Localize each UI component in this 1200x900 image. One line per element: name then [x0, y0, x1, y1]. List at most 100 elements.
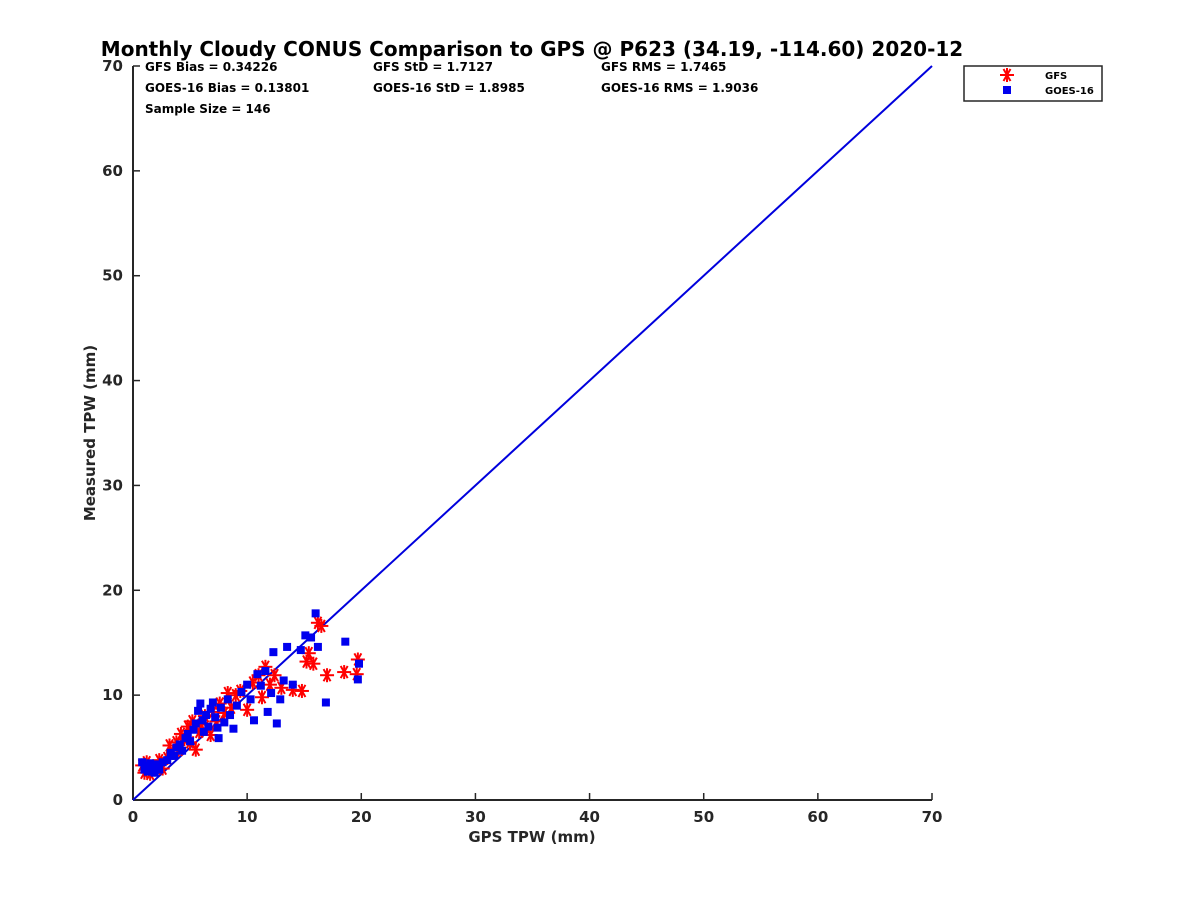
goes16-point — [229, 724, 238, 733]
gfs-point — [240, 702, 255, 717]
gfs-point — [314, 618, 329, 633]
goes16-point — [208, 698, 217, 707]
legend-gfs-asterisk — [1000, 68, 1014, 82]
x-axis-label: GPS TPW (mm) — [468, 828, 595, 846]
goes16-point — [301, 631, 310, 640]
goes16-point — [204, 722, 213, 731]
y-tick-label: 40 — [102, 372, 123, 390]
y-tick-label: 20 — [102, 581, 123, 599]
goes16-point — [355, 659, 364, 668]
y-tick-label: 30 — [102, 476, 123, 494]
goes16-point — [321, 698, 330, 707]
y-axis-ticks: 0 10 20 30 40 50 60 70 — [102, 57, 140, 809]
legend-gfs-marker — [1000, 68, 1014, 82]
x-axis-ticks: 0 10 20 30 40 50 60 70 — [128, 793, 943, 826]
goes16-point — [272, 719, 281, 728]
x-tick-label: 40 — [579, 808, 600, 826]
statistics-box: GFS Bias = 0.34226 GFS StD = 1.7127 GFS … — [145, 60, 758, 116]
gfs-point — [254, 690, 269, 705]
gfs-point — [306, 656, 321, 671]
goes16-point — [307, 633, 316, 642]
goes16-point — [189, 725, 198, 734]
gfs-point — [337, 665, 352, 680]
gfs-point — [267, 668, 282, 683]
goes16-point — [150, 768, 159, 777]
goes16-point — [249, 716, 258, 725]
goes16-point — [214, 734, 223, 743]
goes16-point — [237, 687, 246, 696]
goes16-point — [243, 680, 252, 689]
plot-area: 0 10 20 30 40 50 60 70 0 10 20 30 40 50 60 70 — [102, 57, 942, 826]
y-tick-label: 0 — [113, 791, 123, 809]
goes16-point — [148, 764, 157, 773]
x-tick-label: 20 — [351, 808, 372, 826]
goes16-std: GOES-16 StD = 1.8985 — [373, 81, 525, 95]
x-tick-label: 0 — [128, 808, 138, 826]
legend-goes16-label: GOES-16 — [1045, 86, 1094, 97]
x-tick-label: 50 — [693, 808, 714, 826]
goes16-point — [186, 737, 195, 746]
goes16-point — [269, 648, 278, 657]
goes16-point — [199, 727, 208, 736]
goes16-point — [253, 670, 262, 679]
goes16-point — [220, 718, 229, 727]
goes16-point — [232, 701, 241, 710]
goes16-point — [183, 729, 192, 738]
goes16-series — [138, 609, 364, 777]
goes16-point — [163, 756, 172, 765]
goes16-point — [202, 711, 211, 720]
legend-box — [963, 65, 1103, 102]
goes16-point — [288, 680, 297, 689]
goes16-point — [194, 706, 203, 715]
y-tick-label: 70 — [102, 57, 123, 75]
goes16-point — [296, 646, 305, 655]
goes16-point — [181, 734, 190, 743]
goes16-point — [155, 765, 164, 774]
x-tick-label: 60 — [807, 808, 828, 826]
gfs-std: GFS StD = 1.7127 — [373, 60, 493, 74]
goes16-point — [223, 695, 232, 704]
goes16-point — [313, 642, 322, 651]
goes16-bias: GOES-16 Bias = 0.13801 — [145, 81, 309, 95]
one-to-one-line — [132, 65, 933, 801]
goes16-point — [146, 759, 155, 768]
legend-goes16-marker — [1003, 86, 1011, 94]
goes16-point — [198, 716, 207, 725]
goes16-point — [141, 761, 150, 770]
goes16-point — [191, 719, 200, 728]
goes16-point — [206, 704, 215, 713]
y-tick-label: 60 — [102, 162, 123, 180]
goes16-rms: GOES-16 RMS = 1.9036 — [601, 81, 758, 95]
goes16-point — [170, 751, 179, 760]
goes16-point — [263, 707, 272, 716]
goes16-point — [283, 642, 292, 651]
goes16-point — [341, 637, 350, 646]
x-tick-label: 10 — [237, 808, 258, 826]
goes16-point — [261, 667, 270, 676]
goes16-point — [143, 767, 152, 776]
goes16-point — [246, 695, 255, 704]
chart-title: Monthly Cloudy CONUS Comparison to GPS @… — [101, 37, 963, 61]
gfs-point — [294, 683, 309, 698]
goes16-point — [211, 713, 220, 722]
x-tick-label: 70 — [922, 808, 943, 826]
legend-gfs-label: GFS — [1045, 71, 1067, 82]
gfs-rms: GFS RMS = 1.7465 — [601, 60, 726, 74]
gfs-bias: GFS Bias = 0.34226 — [145, 60, 277, 74]
goes16-point — [158, 758, 167, 767]
goes16-point — [175, 740, 184, 749]
y-tick-label: 10 — [102, 686, 123, 704]
goes16-point — [311, 609, 320, 618]
goes16-point — [213, 723, 222, 732]
x-tick-label: 30 — [465, 808, 486, 826]
gfs-point — [188, 742, 203, 757]
y-tick-label: 50 — [102, 267, 123, 285]
goes16-point — [353, 675, 362, 684]
gfs-point — [320, 668, 335, 683]
legend-goes16-square — [1003, 86, 1011, 94]
y-axis-label: Measured TPW (mm) — [81, 345, 99, 521]
sample-size: Sample Size = 146 — [145, 102, 271, 116]
reference-line-group — [132, 65, 933, 801]
goes16-point — [276, 695, 285, 704]
